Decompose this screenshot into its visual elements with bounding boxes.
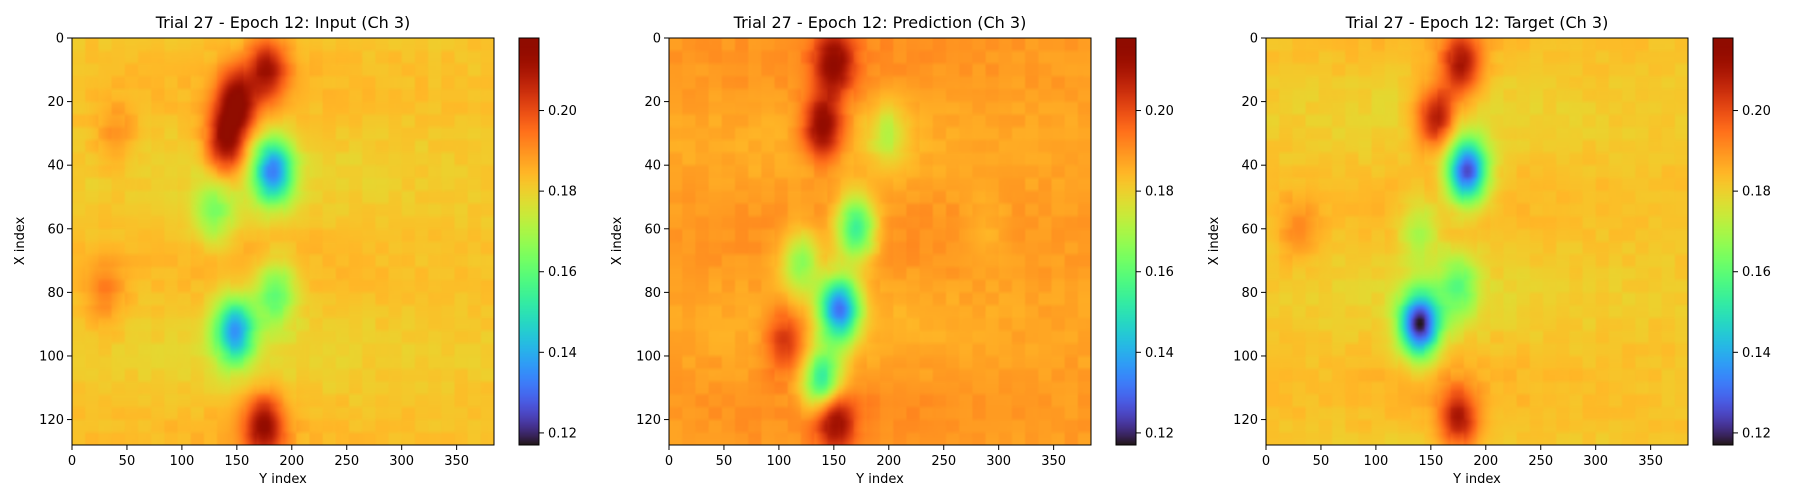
y-axis-label: X index [610, 216, 625, 265]
x-axis-label: Y index [1452, 472, 1501, 487]
y-tick-label: 60 [47, 222, 64, 237]
y-tick-label: 120 [1233, 413, 1258, 428]
y-tick-label: 100 [39, 349, 64, 364]
y-tick-label: 40 [47, 159, 64, 174]
x-tick-label: 200 [1473, 454, 1498, 469]
colorbar-tick-label: 0.16 [548, 265, 577, 280]
x-tick-label: 300 [389, 454, 414, 469]
y-axis-label: X index [13, 216, 28, 265]
x-tick-label: 0 [68, 454, 76, 469]
y-tick-label: 0 [1250, 32, 1258, 47]
colorbar-tick-label: 0.14 [1145, 346, 1174, 361]
plot-frame [71, 37, 495, 446]
x-tick-label: 300 [986, 454, 1011, 469]
x-tick-label: 250 [334, 454, 359, 469]
y-tick-label: 20 [644, 95, 661, 110]
plot-frame [668, 37, 1092, 446]
colorbar-tick-label: 0.16 [1145, 265, 1174, 280]
y-tick-label: 0 [653, 32, 661, 47]
panel-target: Trial 27 - Epoch 12: Target (Ch 3) 0 50 10… [1207, 13, 1771, 487]
heatmap-image [72, 38, 494, 445]
plot-frame [1265, 37, 1689, 446]
y-tick-label: 100 [636, 349, 661, 364]
x-tick-label: 300 [1583, 454, 1608, 469]
panel-prediction: Trial 27 - Epoch 12: Prediction (Ch 3) 0… [610, 13, 1174, 487]
x-tick-label: 150 [821, 454, 846, 469]
colorbar-tick-label: 0.12 [548, 426, 577, 441]
y-tick-label: 120 [39, 413, 64, 428]
x-axis-label: Y index [855, 472, 904, 487]
y-tick-label: 60 [644, 222, 661, 237]
x-tick-label: 200 [279, 454, 304, 469]
x-tick-label: 350 [1638, 454, 1663, 469]
colorbar-tick-label: 0.12 [1742, 426, 1771, 441]
x-tick-label: 100 [1363, 454, 1388, 469]
colorbar-ticks: 0.12 0.14 0.16 0.18 0.20 [1136, 104, 1174, 441]
colorbar-frame [1712, 37, 1734, 446]
x-tick-label: 250 [931, 454, 956, 469]
x-tick-label: 50 [119, 454, 136, 469]
chart-title: Trial 27 - Epoch 12: Target (Ch 3) [1345, 13, 1609, 32]
colorbar-tick-label: 0.20 [1145, 104, 1174, 119]
colorbar-tick-label: 0.20 [1742, 104, 1771, 119]
colorbar-tick-label: 0.18 [1742, 185, 1771, 200]
heatmap-image [669, 38, 1091, 445]
colorbar-tick-label: 0.12 [1145, 426, 1174, 441]
colorbar-tick-label: 0.14 [1742, 346, 1771, 361]
colorbar-tick-label: 0.20 [548, 104, 577, 119]
x-ticks: 0 50 100 150 200 250 300 350 [665, 445, 1066, 469]
y-ticks: 0 20 40 60 80 100 120 [39, 32, 72, 428]
chart-title: Trial 27 - Epoch 12: Prediction (Ch 3) [733, 13, 1027, 32]
colorbar-frame [518, 37, 540, 446]
y-tick-label: 120 [636, 413, 661, 428]
colorbar-frame [1115, 37, 1137, 446]
colorbar-ticks: 0.12 0.14 0.16 0.18 0.20 [539, 104, 577, 441]
panel-input: Trial 27 - Epoch 12: Input (Ch 3) 0 50 100… [13, 13, 577, 487]
colorbar-tick-label: 0.14 [548, 346, 577, 361]
y-tick-label: 20 [1241, 95, 1258, 110]
y-tick-label: 80 [1241, 286, 1258, 301]
y-tick-label: 40 [644, 159, 661, 174]
x-tick-label: 50 [716, 454, 733, 469]
y-tick-label: 100 [1233, 349, 1258, 364]
colorbar-image [519, 38, 539, 445]
x-axis-label: Y index [258, 472, 307, 487]
colorbar-tick-label: 0.16 [1742, 265, 1771, 280]
y-ticks: 0 20 40 60 80 100 120 [1233, 32, 1266, 428]
y-ticks: 0 20 40 60 80 100 120 [636, 32, 669, 428]
x-tick-label: 350 [444, 454, 469, 469]
x-tick-label: 150 [224, 454, 249, 469]
heatmap-image [1266, 38, 1688, 445]
x-ticks: 0 50 100 150 200 250 300 350 [68, 445, 469, 469]
y-tick-label: 20 [47, 95, 64, 110]
x-tick-label: 0 [1262, 454, 1270, 469]
x-tick-label: 0 [665, 454, 673, 469]
chart-title: Trial 27 - Epoch 12: Input (Ch 3) [155, 13, 411, 32]
x-tick-label: 250 [1528, 454, 1553, 469]
y-tick-label: 0 [56, 32, 64, 47]
y-tick-label: 60 [1241, 222, 1258, 237]
x-ticks: 0 50 100 150 200 250 300 350 [1262, 445, 1663, 469]
colorbar-ticks: 0.12 0.14 0.16 0.18 0.20 [1733, 104, 1771, 441]
x-tick-label: 350 [1041, 454, 1066, 469]
x-tick-label: 150 [1418, 454, 1443, 469]
x-tick-label: 200 [876, 454, 901, 469]
y-tick-label: 80 [644, 286, 661, 301]
colorbar-tick-label: 0.18 [548, 185, 577, 200]
colorbar-tick-label: 0.18 [1145, 185, 1174, 200]
y-tick-label: 40 [1241, 159, 1258, 174]
x-tick-label: 50 [1313, 454, 1330, 469]
y-axis-label: X index [1207, 216, 1222, 265]
colorbar-image [1713, 38, 1733, 445]
x-tick-label: 100 [766, 454, 791, 469]
x-tick-label: 100 [169, 454, 194, 469]
y-tick-label: 80 [47, 286, 64, 301]
colorbar-image [1116, 38, 1136, 445]
